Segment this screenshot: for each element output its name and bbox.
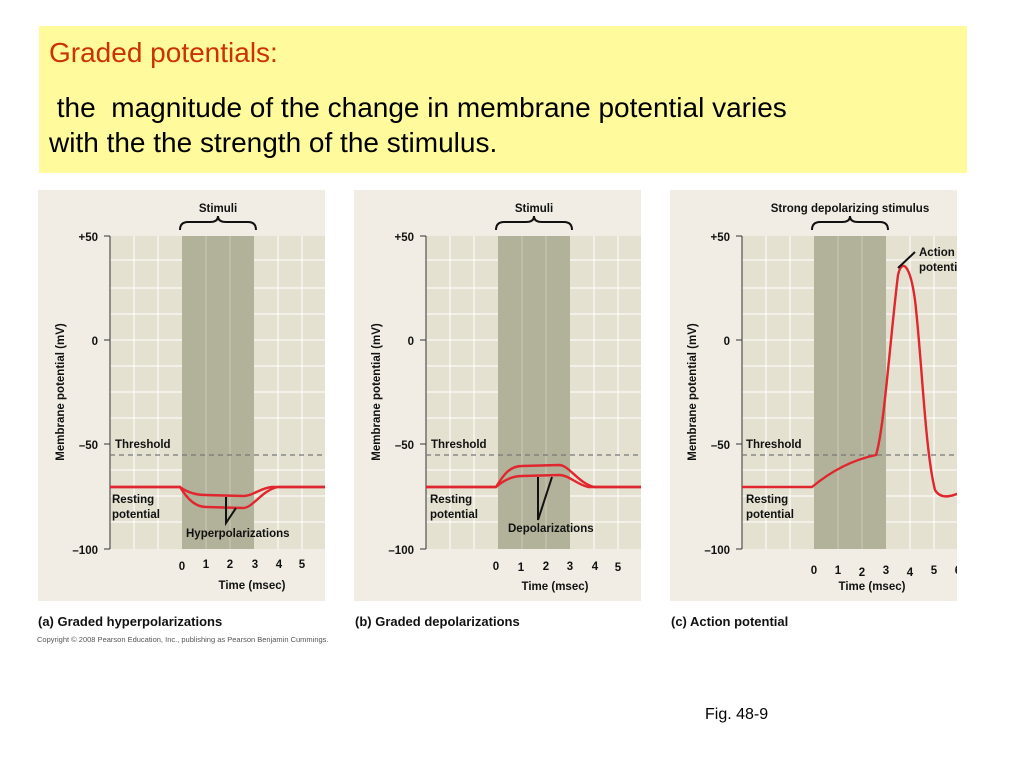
y-tick-0: 0	[92, 336, 98, 348]
x-tick-5: 5	[931, 565, 938, 577]
y-tick-minus50: –50	[395, 440, 414, 452]
y-axis-label: Membrane potential (mV)	[55, 323, 67, 461]
x-tick-2: 2	[543, 561, 549, 573]
y-tick-plus50: +50	[710, 232, 730, 244]
depolarization-pointer	[537, 476, 553, 521]
y-tick-minus100: –100	[72, 545, 98, 557]
hyperpolarizations-label: Hyperpolarizations	[186, 528, 290, 540]
x-tick-0: 0	[493, 561, 499, 573]
panel-a-diagram: +50 0 –50 –100 Membrane potential (mV) T…	[55, 203, 325, 592]
action-potential-label-line-1: Action	[919, 247, 955, 259]
resting-label-line-1: Resting	[746, 494, 788, 506]
panel-a: +50 0 –50 –100 Membrane potential (mV) T…	[38, 190, 325, 601]
slide-heading: Graded potentials:	[49, 37, 278, 68]
x-tick-4: 4	[592, 561, 599, 573]
x-tick-5: 5	[299, 559, 306, 571]
y-tick-minus100: –100	[388, 545, 414, 557]
resting-label-line-1: Resting	[112, 494, 154, 506]
x-tick-3: 3	[252, 559, 258, 571]
stimulus-band	[498, 236, 570, 549]
stimuli-brace	[495, 215, 573, 231]
x-tick-0: 0	[811, 565, 817, 577]
hyperpolarization-trace-small	[110, 485, 325, 498]
action-potential-pointer	[897, 251, 916, 269]
x-tick-2: 2	[859, 567, 865, 579]
y-tick-minus100: –100	[704, 545, 730, 557]
stimuli-brace	[179, 215, 257, 231]
x-tick-1: 1	[518, 562, 525, 574]
threshold-label: Threshold	[431, 439, 487, 451]
x-axis-label: Time (msec)	[219, 580, 286, 592]
y-tick-0: 0	[724, 336, 730, 348]
panel-c: +50 0 –50 –100 Membrane potential (mV) T…	[670, 190, 957, 601]
y-tick-plus50: +50	[78, 232, 98, 244]
x-tick-6: 6	[955, 565, 957, 577]
hyperpolarization-pointer	[225, 497, 237, 527]
panel-c-diagram: +50 0 –50 –100 Membrane potential (mV) T…	[687, 203, 957, 593]
threshold-label: Threshold	[115, 439, 171, 451]
caption-c: (c) Action potential	[671, 614, 789, 629]
resting-label-line-2: potential	[430, 509, 478, 521]
action-potential-trace	[742, 264, 957, 498]
x-tick-3: 3	[883, 565, 889, 577]
y-tick-0: 0	[408, 336, 414, 348]
depolarization-trace-small	[426, 473, 641, 489]
resting-label-line-2: potential	[746, 509, 794, 521]
panel-b: +50 0 –50 –100 Membrane potential (mV) T…	[354, 190, 641, 601]
slide-body-line-1: the magnitude of the change in membrane …	[49, 92, 787, 123]
threshold-label: Threshold	[746, 439, 802, 451]
x-tick-4: 4	[907, 567, 914, 579]
x-tick-2: 2	[227, 559, 233, 571]
resting-label-line-2: potential	[112, 509, 160, 521]
y-tick-minus50: –50	[711, 440, 730, 452]
x-tick-4: 4	[276, 559, 283, 571]
y-axis-label: Membrane potential (mV)	[687, 323, 699, 461]
action-potential-label-line-2: potential	[919, 262, 957, 274]
stimulus-brace	[811, 215, 889, 231]
copyright-notice: Copyright © 2008 Pearson Education, Inc.…	[37, 635, 329, 644]
x-tick-5: 5	[615, 562, 622, 574]
slide-body: the magnitude of the change in membrane …	[49, 90, 957, 160]
resting-label-line-1: Resting	[430, 494, 472, 506]
hyperpolarization-trace-large	[110, 485, 325, 510]
x-tick-0: 0	[179, 561, 185, 573]
stimuli-label: Stimuli	[515, 203, 553, 215]
caption-a: (a) Graded hyperpolarizations	[38, 614, 223, 629]
strong-stimulus-label: Strong depolarizing stimulus	[771, 203, 929, 215]
title-box: Graded potentials: the magnitude of the …	[39, 26, 967, 173]
stimulus-band	[814, 236, 886, 549]
y-axis-label: Membrane potential (mV)	[371, 323, 383, 461]
caption-b: (b) Graded depolarizations	[355, 614, 520, 629]
x-tick-1: 1	[835, 565, 842, 577]
y-tick-minus50: –50	[79, 440, 98, 452]
y-tick-plus50: +50	[394, 232, 414, 244]
panel-b-diagram: +50 0 –50 –100 Membrane potential (mV) T…	[371, 203, 641, 593]
x-axis-label: Time (msec)	[522, 581, 589, 593]
depolarization-trace-large	[426, 463, 641, 489]
x-tick-1: 1	[203, 559, 210, 571]
figure-label: Fig. 48-9	[705, 706, 769, 723]
x-axis-label: Time (msec)	[839, 581, 906, 593]
slide-body-line-2: with the the strength of the stimulus.	[49, 127, 498, 158]
x-tick-3: 3	[567, 561, 573, 573]
depolarizations-label: Depolarizations	[508, 523, 594, 535]
stimuli-label: Stimuli	[199, 203, 237, 215]
